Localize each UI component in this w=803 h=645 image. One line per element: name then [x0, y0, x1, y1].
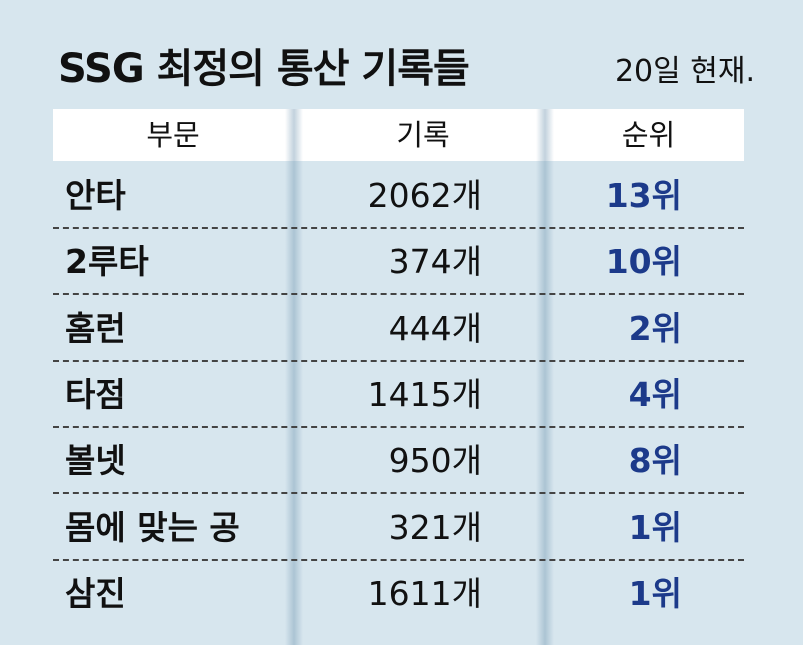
row-divider: [53, 227, 744, 229]
row-record: 950개: [388, 441, 482, 481]
column-divider-shade: [536, 109, 554, 645]
row-divider: [53, 425, 744, 428]
column-header-category: 부문: [146, 118, 200, 152]
column-header-record: 기록: [396, 118, 450, 152]
row-category: 볼넷: [65, 441, 126, 481]
row-category: 삼진: [65, 573, 126, 613]
table-header: 부문 기록 순위: [53, 109, 744, 161]
table-row: 2루타 374개 10위: [53, 229, 744, 296]
row-record: 1611개: [367, 573, 482, 613]
row-record: 374개: [388, 242, 482, 282]
row-rank: 8위: [628, 441, 682, 481]
row-rank: 13위: [605, 176, 682, 215]
row-record: 444개: [388, 308, 482, 348]
row-rank: 1위: [628, 507, 682, 547]
row-rank: 2위: [628, 308, 682, 348]
row-record: 1415개: [367, 374, 482, 414]
row-category: 홈런: [65, 308, 126, 348]
chart-title: SSG 최정의 통산 기록들: [58, 46, 470, 92]
row-category: 2루타: [65, 242, 149, 282]
row-category: 안타: [65, 176, 126, 215]
table-row: 타점 1415개 4위: [53, 362, 744, 428]
row-divider: [53, 293, 744, 296]
row-record: 2062개: [367, 176, 482, 215]
row-rank: 4위: [628, 374, 682, 414]
row-divider: [53, 492, 744, 495]
row-divider: [53, 359, 744, 362]
table-row: 안타 2062개 13위: [53, 163, 744, 229]
row-rank: 1위: [628, 573, 682, 613]
table-row: 홈런 444개 2위: [53, 296, 744, 362]
column-header-rank: 순위: [621, 118, 676, 152]
table-row: 삼진 1611개 1위: [53, 561, 744, 627]
row-record: 321개: [388, 507, 482, 547]
table-row: 볼넷 950개 8위: [53, 428, 744, 495]
row-rank: 10위: [605, 242, 682, 282]
row-divider: [53, 558, 744, 561]
row-category: 타점: [65, 374, 126, 414]
date-note: 20일 현재.: [614, 54, 755, 89]
column-divider-shade: [285, 109, 303, 645]
row-category: 몸에 맞는 공: [65, 507, 240, 547]
table-row: 몸에 맞는 공 321개 1위: [53, 495, 744, 561]
